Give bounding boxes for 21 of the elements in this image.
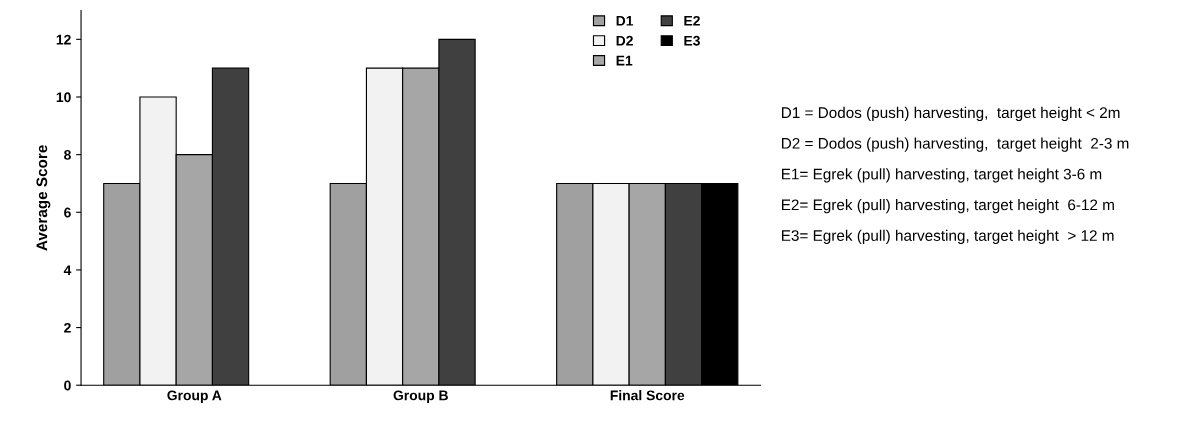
x-tick-label: Final Score xyxy=(610,390,685,401)
x-tick-label: Group A xyxy=(167,390,222,404)
y-tick-label: 8 xyxy=(64,149,71,160)
y-tick-label: 0 xyxy=(64,380,71,391)
text: E3= Egrek (pull) harvesting, target height > 12 m xyxy=(782,229,1114,244)
legend-label: E2 xyxy=(684,15,700,26)
y-tick-label: 4 xyxy=(63,265,72,275)
legend-label: D1 xyxy=(616,16,634,26)
y-tick-label: 6 xyxy=(64,207,71,218)
text: E2= Egrek (pull) harvesting, target height 6-12 m xyxy=(782,199,1114,214)
y-tick-label: 12 xyxy=(56,34,71,45)
legend-label: E1 xyxy=(616,55,633,66)
legend-label: E3 xyxy=(684,35,700,46)
text: D2 = Dodos (push) harvesting, target height 2-3 m xyxy=(782,137,1129,152)
y-axis-title: Average Score xyxy=(36,145,51,251)
legend-label: D2 xyxy=(616,35,633,46)
y-tick-label: 2 xyxy=(64,322,71,333)
text: E1= Egrek (pull) harvesting, target height 3-6 m xyxy=(782,168,1102,183)
y-tick-label: 10 xyxy=(56,92,71,103)
x-tick-label: Group B xyxy=(393,390,448,404)
text: D1 = Dodos (push) harvesting, target height < 2m xyxy=(782,106,1120,122)
